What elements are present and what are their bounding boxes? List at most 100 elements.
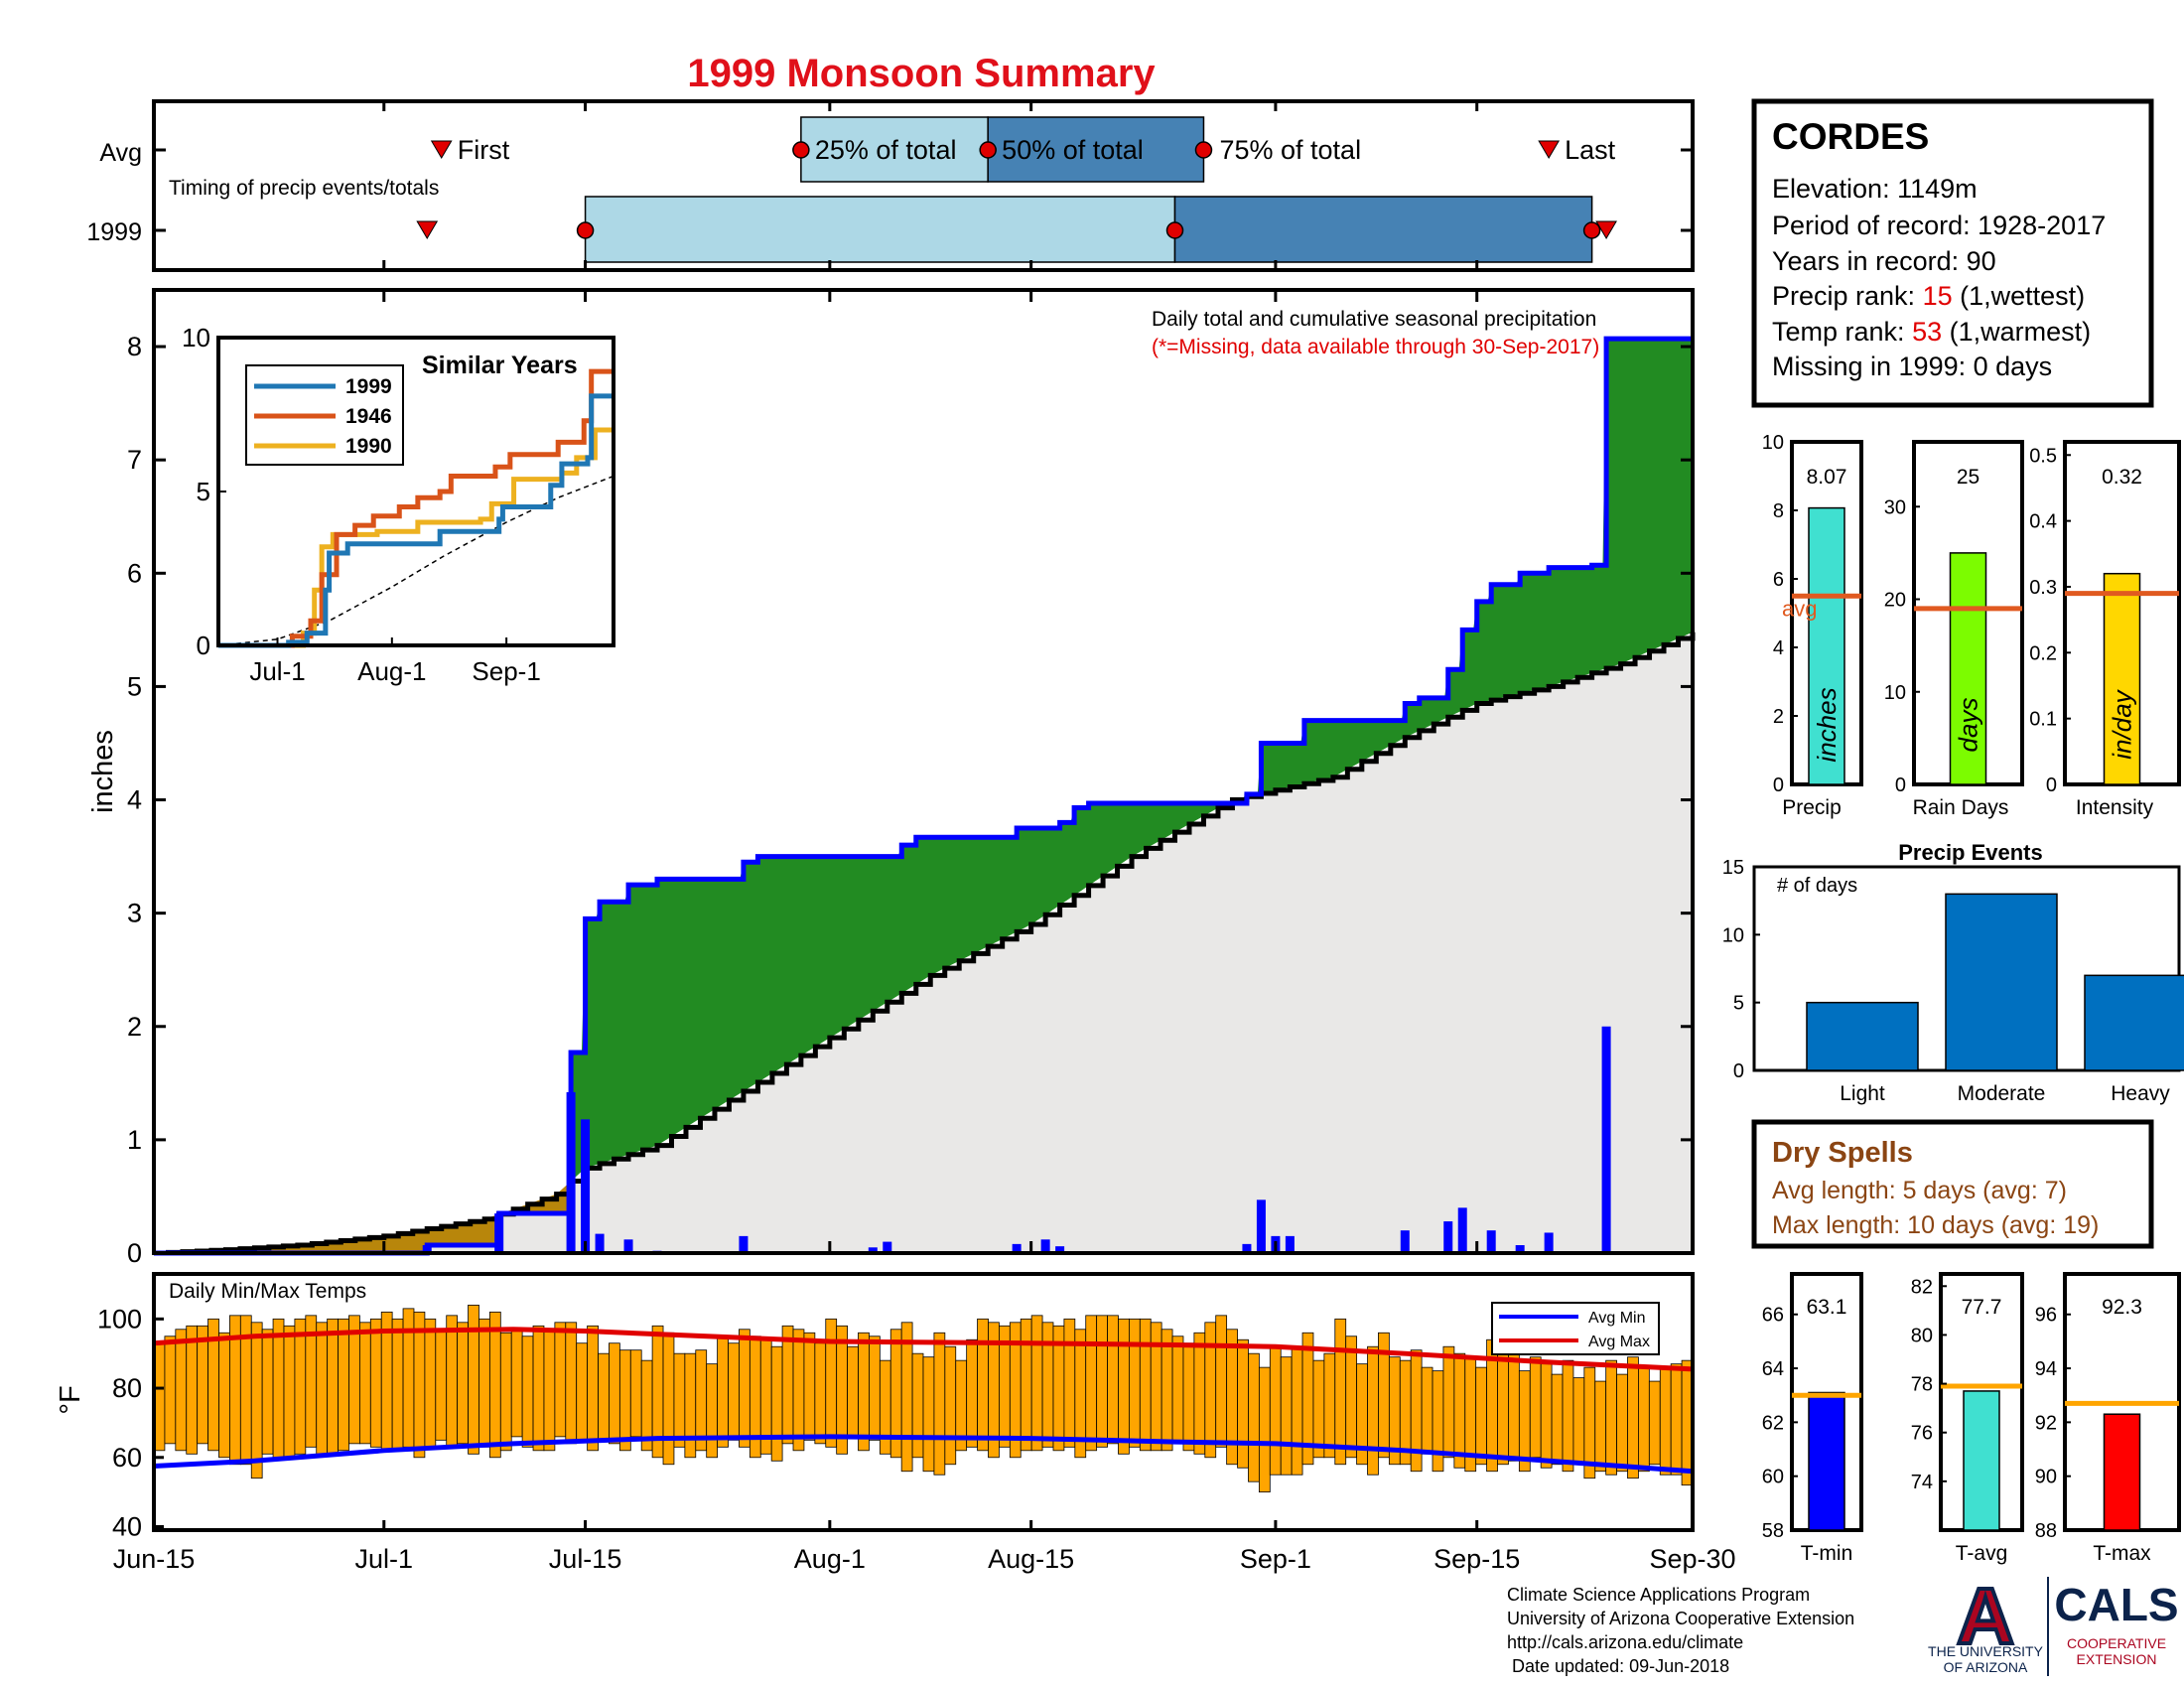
- daily-temp-bar: [900, 1322, 913, 1473]
- raindays-y-tick-label: 20: [1884, 590, 1906, 612]
- temp-x-tick-label: Aug-1: [794, 1544, 866, 1574]
- temp-x-tick-label: Sep-15: [1433, 1544, 1520, 1574]
- temp-ylabel: °F: [55, 1385, 86, 1414]
- daily-temp-bar: [488, 1311, 501, 1459]
- intensity-y-tick-label: 0.4: [2029, 511, 2057, 533]
- precip-value-label: 8.07: [1807, 466, 1847, 489]
- daily-temp-bar: [186, 1325, 199, 1455]
- daily-temp-bar: [803, 1332, 816, 1441]
- precip-y-tick-label: 4: [1773, 637, 1784, 659]
- daily-precip-bar: [739, 1235, 749, 1253]
- events-category-label: Moderate: [1958, 1082, 2046, 1105]
- daily-temp-bar: [391, 1318, 404, 1452]
- temp-x-tick-label: Aug-15: [988, 1544, 1074, 1574]
- daily-temp-bar: [1475, 1366, 1488, 1466]
- intensity-value-label: 0.32: [2102, 466, 2142, 489]
- precip-unit-label: inches: [1812, 687, 1842, 762]
- tmax-y-tick-label: 88: [2035, 1520, 2057, 1542]
- timing-first-last-marker: [1595, 220, 1617, 239]
- tmax-y-tick-label: 94: [2035, 1358, 2057, 1380]
- daily-temp-bar: [1605, 1359, 1617, 1476]
- daily-temp-bar: [1182, 1342, 1195, 1452]
- temp-y-tick-label: 100: [97, 1304, 142, 1334]
- inset-chart-marks: 0 5 10 Jul-1 Aug-1 Sep-1: [182, 323, 614, 686]
- main-chart-marks: 0 1 2 3 4 5 6 7 8: [127, 290, 1696, 1268]
- station-temp-rank: Temp rank: 53 (1,warmest): [1772, 317, 2091, 347]
- station-missing: Missing in 1999: 0 days: [1772, 352, 2052, 381]
- intensity-unit-label: in/day: [2108, 688, 2137, 759]
- daily-temp-bar: [261, 1329, 274, 1455]
- daily-temp-bar: [1670, 1363, 1683, 1476]
- temp-x-tick-label: Sep-30: [1649, 1544, 1735, 1574]
- daily-temp-bar: [358, 1322, 371, 1445]
- precip-avg-label: avg: [1782, 596, 1817, 621]
- intensity-xlabel: Intensity: [2076, 796, 2154, 819]
- precip-y-tick-label: 6: [1773, 569, 1784, 591]
- daily-temp-bar: [684, 1352, 697, 1459]
- daily-precip-bar: [1457, 1207, 1467, 1253]
- daily-temp-bar: [1334, 1318, 1347, 1466]
- daily-precip-bar: [1515, 1245, 1525, 1253]
- tmin-value-label: 63.1: [1807, 1296, 1847, 1319]
- footer-line-3: http://cals.arizona.edu/climate: [1507, 1632, 1743, 1652]
- main-y-tick-label: 1: [127, 1125, 142, 1155]
- tavg-y-tick-label: 74: [1911, 1472, 1933, 1493]
- station-frame: [1751, 98, 2154, 408]
- daily-temp-bar: [164, 1336, 177, 1445]
- daily-temp-bar: [858, 1332, 870, 1452]
- ua-a-mark: A: [1957, 1572, 2014, 1660]
- daily-temp-bar: [478, 1318, 490, 1448]
- daily-temp-bar: [1160, 1329, 1173, 1452]
- dry-spells-avg: Avg length: 5 days (avg: 7): [1772, 1177, 2067, 1204]
- timing-label-25: 25% of total: [815, 135, 957, 165]
- timing-percentile-dot: [792, 141, 810, 159]
- daily-temp-bar: [673, 1352, 686, 1448]
- station-years: Years in record: 90: [1772, 246, 1996, 276]
- intensity-bar: [2103, 572, 2141, 785]
- daily-temp-bar: [1237, 1338, 1249, 1469]
- daily-temp-bar: [1258, 1366, 1271, 1493]
- inset-y-tick-label: 0: [197, 631, 210, 660]
- daily-temp-bar: [1345, 1336, 1358, 1459]
- daily-temp-bar: [781, 1325, 794, 1445]
- main-y-tick-label: 2: [127, 1012, 142, 1042]
- university-logo: A THE UNIVERSITY OF ARIZONA CALS COOPERA…: [1928, 1570, 2179, 1676]
- tmin-y-tick-label: 64: [1762, 1358, 1784, 1380]
- temp-y-tick-label: 40: [112, 1512, 142, 1542]
- daily-temp-bar: [1442, 1345, 1455, 1459]
- daily-temp-bar: [565, 1322, 578, 1445]
- daily-temp-bar: [424, 1318, 437, 1448]
- timing-row-year: 1999: [86, 218, 142, 246]
- inset-frame-border: [216, 336, 615, 647]
- legend-avg-max-label: Avg Max: [1588, 1334, 1650, 1350]
- daily-temp-bar: [728, 1342, 740, 1441]
- daily-temp-bar: [869, 1336, 881, 1441]
- daily-temp-bar: [814, 1342, 827, 1445]
- main-ylabel: inches: [87, 730, 119, 813]
- daily-precip-bar: [581, 1119, 591, 1253]
- tmin-xlabel: T-min: [1801, 1542, 1853, 1565]
- daily-temp-bar: [1529, 1356, 1542, 1459]
- daily-temp-bar: [598, 1352, 610, 1441]
- timing-percentile-dot: [1165, 221, 1184, 239]
- events-y-tick-label: 10: [1722, 924, 1744, 946]
- daily-temp-bar: [250, 1322, 263, 1479]
- main-precip-chart: 0 1 2 3 4 5 6 7 8 inches Daily total and cumulat…: [87, 288, 1696, 1268]
- events-y-tick-label: 15: [1722, 857, 1744, 879]
- timing-25-50-bar: [584, 196, 1176, 263]
- average-cumulative-area: [154, 632, 1693, 1253]
- main-y-tick-label: 7: [127, 445, 142, 475]
- daily-temp-bar: [1638, 1366, 1650, 1473]
- inset-legend-label-1990: 1990: [345, 435, 392, 458]
- season-totals-panels: 02468108.07inchesavgPrecip010203025daysR…: [1762, 432, 2181, 819]
- footer-line-4: Date updated: 09-Jun-2018: [1507, 1656, 1729, 1676]
- footer: Climate Science Applications Program Uni…: [1507, 1585, 1854, 1676]
- timing-bars: First 25% of total 50% of total 75% of tota…: [152, 101, 1695, 270]
- inset-average-line: [217, 475, 614, 646]
- tmin-bar: [1808, 1391, 1845, 1531]
- temp-summary-panels: 58 60 62 64 66 63.1 T-min 74 76 78 80 82 77.7 T-avg 88…: [1762, 1272, 2181, 1565]
- raindays-unit-label: days: [1954, 698, 1983, 753]
- daily-temp-bar: [662, 1332, 675, 1466]
- timing-percentile-dot: [576, 221, 595, 239]
